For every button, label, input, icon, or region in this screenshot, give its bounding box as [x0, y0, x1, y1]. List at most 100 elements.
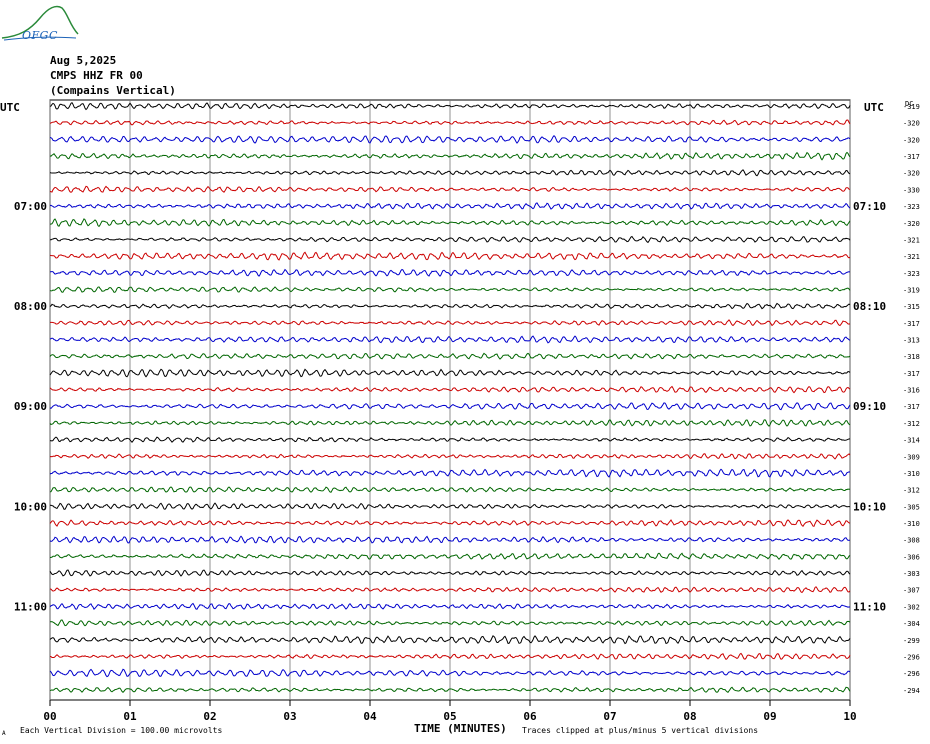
logo-text: OFGC	[22, 29, 58, 42]
x-tick-label: 04	[363, 710, 377, 723]
seismic-trace	[49, 502, 851, 510]
dc-offset-label: -296	[903, 653, 920, 661]
right-time-label: 10:10	[853, 500, 886, 513]
seismic-trace	[49, 202, 851, 210]
right-time-label: 08:10	[853, 300, 886, 313]
left-time-label: 08:00	[14, 300, 47, 313]
dc-offset-label: -317	[903, 370, 920, 378]
dc-offset-label: -320	[903, 220, 920, 228]
ofgc-logo: OFGC	[0, 0, 80, 45]
x-tick-label: 10	[843, 710, 856, 723]
seismic-trace	[49, 385, 851, 394]
dc-offset-label: -323	[903, 203, 920, 211]
seismic-trace	[49, 101, 851, 111]
dc-offset-label: -309	[903, 453, 920, 461]
dc-offset-label: -320	[903, 120, 920, 128]
seismic-trace	[49, 552, 851, 560]
dc-offset-label: -312	[903, 420, 920, 428]
dc-offset-label: -299	[903, 637, 920, 645]
seismic-trace	[49, 319, 851, 327]
right-axis-label: UTC	[864, 101, 884, 114]
seismic-trace	[49, 436, 851, 443]
dc-offset-label: -321	[903, 236, 920, 244]
left-time-label: 10:00	[14, 500, 47, 513]
x-tick-label: 00	[43, 710, 56, 723]
dc-offset-label: -310	[903, 470, 920, 478]
seismic-trace	[49, 185, 851, 193]
seismic-trace	[49, 602, 851, 611]
dc-offset-label: -294	[903, 687, 920, 695]
x-tick-label: 08	[683, 710, 696, 723]
seismic-trace	[49, 302, 851, 310]
seismic-trace	[49, 235, 851, 244]
dc-offset-label: -330	[903, 186, 920, 194]
seismic-trace	[49, 569, 851, 577]
x-tick-label: 06	[523, 710, 537, 723]
seismic-trace	[49, 251, 851, 261]
x-tick-label: 02	[203, 710, 216, 723]
left-time-label: 07:00	[14, 200, 47, 213]
seismic-trace	[49, 635, 851, 645]
x-tick-label: 07	[603, 710, 616, 723]
dc-offset-label: -306	[903, 553, 920, 561]
chart-station: CMPS HHZ FR 00	[50, 69, 143, 82]
chart-location: (Compains Vertical)	[50, 84, 176, 97]
seismic-trace	[49, 368, 851, 378]
seismic-trace	[49, 535, 851, 544]
right-time-label: 11:10	[853, 600, 886, 613]
clip-note: Traces clipped at plus/minus 5 vertical …	[522, 726, 759, 735]
left-axis-label: UTC	[0, 101, 20, 114]
seismic-trace	[49, 519, 851, 527]
dc-header: DC	[905, 100, 913, 108]
seismic-trace	[49, 402, 851, 411]
x-tick-label: 09	[763, 710, 776, 723]
dc-offset-label: -316	[903, 387, 920, 395]
dc-offset-label: -302	[903, 603, 920, 611]
dc-offset-label: -305	[903, 503, 920, 511]
dc-offset-label: -303	[903, 570, 920, 578]
seismic-trace	[49, 169, 851, 177]
dc-offset-label: -317	[903, 153, 920, 161]
seismic-trace	[49, 335, 851, 344]
seismic-trace	[49, 453, 851, 460]
dc-offset-label: -313	[903, 337, 920, 345]
dc-offset-label: -323	[903, 270, 920, 278]
dc-offset-label: -314	[903, 437, 920, 445]
dc-offset-label: -296	[903, 670, 920, 678]
left-time-label: 09:00	[14, 400, 47, 413]
seismic-trace	[49, 151, 851, 161]
dc-offset-label: -308	[903, 537, 920, 545]
dc-offset-label: -319	[903, 103, 920, 111]
seismic-trace	[49, 218, 851, 228]
dc-offset-label: -310	[903, 520, 920, 528]
dc-offset-label: -312	[903, 487, 920, 495]
seismic-trace	[49, 619, 851, 627]
corner-mark: A	[2, 730, 6, 737]
seismic-trace	[49, 134, 851, 144]
dc-offset-label: -321	[903, 253, 920, 261]
x-tick-label: 03	[283, 710, 296, 723]
mountain-logo-icon	[1, 5, 79, 41]
x-axis-title: TIME (MINUTES)	[414, 722, 507, 735]
dc-offset-label: -318	[903, 353, 920, 361]
x-tick-label: 01	[123, 710, 137, 723]
seismic-trace	[49, 419, 851, 427]
dc-offset-label: -317	[903, 403, 920, 411]
dc-offset-label: -315	[903, 303, 920, 311]
dc-offset-label: -307	[903, 587, 920, 595]
seismic-trace	[49, 119, 851, 126]
seismic-trace	[49, 486, 851, 493]
seismic-trace	[49, 668, 851, 678]
seismic-trace	[49, 468, 851, 478]
scale-note: Each Vertical Division = 100.00 microvol…	[20, 726, 223, 735]
right-time-label: 09:10	[853, 400, 886, 413]
dc-offset-label: -320	[903, 170, 920, 178]
seismic-trace	[49, 586, 851, 594]
seismic-trace	[49, 686, 851, 694]
seismic-trace	[49, 352, 851, 360]
left-time-label: 11:00	[14, 600, 47, 613]
seismic-trace	[49, 286, 851, 293]
dc-offset-label: -304	[903, 620, 920, 628]
dc-offset-label: -319	[903, 286, 920, 294]
